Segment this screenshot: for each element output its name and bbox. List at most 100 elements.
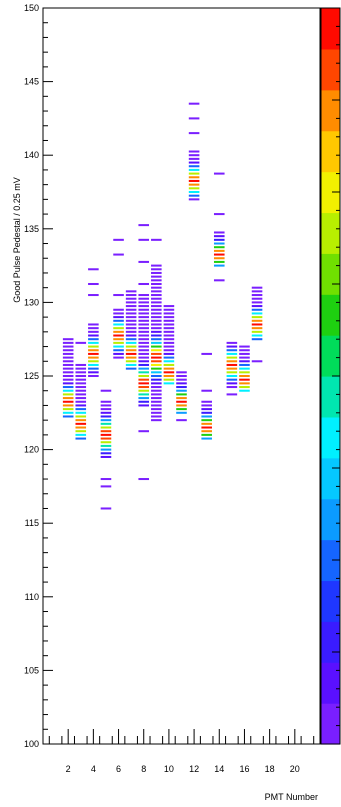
y-tick-label: 145 [24, 77, 39, 87]
heatmap-bin [163, 349, 175, 352]
heatmap-bin [151, 378, 162, 381]
heatmap-bin [188, 179, 200, 182]
heatmap-bin [163, 363, 175, 366]
heatmap-bin [188, 172, 200, 175]
heatmap-bin [100, 433, 112, 436]
heatmap-bin [239, 374, 250, 378]
heatmap-bin [138, 238, 150, 241]
heatmap-bin [151, 323, 162, 326]
heatmap-bin [62, 356, 74, 359]
heatmap-bin [176, 411, 187, 414]
heatmap-bin [75, 400, 87, 403]
heatmap-bin [213, 235, 225, 238]
heatmap-bin [239, 382, 250, 385]
heatmap-bin [75, 367, 87, 370]
heatmap-bin [62, 374, 74, 378]
heatmap-bin [239, 352, 250, 355]
heatmap-bin [62, 397, 74, 400]
colorbar-segment [321, 457, 340, 500]
heatmap-bin [75, 371, 87, 374]
heatmap-bin [62, 408, 74, 411]
heatmap-bin [188, 168, 200, 171]
y-tick-label: 150 [24, 3, 39, 13]
heatmap-bin [226, 382, 238, 385]
heatmap-bin [113, 330, 124, 333]
heatmap-bin [138, 260, 150, 263]
heatmap-bin [138, 356, 150, 359]
heatmap-bin [100, 478, 112, 481]
x-tick-label: 12 [189, 764, 199, 774]
heatmap-bin [113, 349, 124, 352]
heatmap-bin [201, 430, 212, 433]
heatmap-bin [239, 386, 250, 389]
heatmap-bin [213, 264, 225, 267]
heatmap-bin [88, 371, 99, 374]
heatmap-bin [151, 345, 162, 348]
heatmap-bin [201, 404, 212, 407]
heatmap-bin [75, 411, 87, 414]
heatmap-bin [151, 411, 162, 414]
heatmap-bin [113, 352, 124, 355]
y-tick-label: 115 [25, 518, 39, 528]
heatmap-bin [75, 433, 87, 436]
heatmap-bin [176, 404, 187, 407]
heatmap-bin [113, 327, 124, 330]
heatmap-bin [151, 386, 162, 389]
heatmap-bin [113, 238, 124, 241]
heatmap-bin [62, 349, 74, 352]
heatmap-bin [239, 363, 250, 366]
heatmap-bin [163, 378, 175, 381]
heatmap-bin [88, 374, 99, 378]
color-scale-bar [320, 7, 341, 745]
heatmap-bin [138, 327, 150, 330]
heatmap-bin [100, 419, 112, 422]
heatmap-bin [138, 371, 150, 374]
heatmap-bin [138, 478, 150, 481]
heatmap-bin [138, 386, 150, 389]
heatmap-bin [138, 301, 150, 304]
heatmap-bin [138, 345, 150, 348]
heatmap-bin [176, 374, 187, 378]
heatmap-bin [100, 444, 112, 447]
heatmap-bin [88, 323, 99, 326]
x-tick-label: 8 [141, 764, 146, 774]
y-tick-labels: 100 105 110 115 120 125 130 135 140 145 150 [24, 3, 39, 749]
heatmap-bin [251, 316, 263, 319]
heatmap-bin [125, 301, 137, 304]
heatmap-bin [138, 382, 150, 385]
heatmap-bin [188, 183, 200, 186]
heatmap-bin [163, 305, 175, 308]
heatmap-bin [251, 323, 263, 326]
heatmap-bin [239, 345, 250, 348]
heatmap-bin [201, 433, 212, 436]
heatmap-bin [138, 305, 150, 308]
heatmap-bin [88, 268, 99, 271]
colorbar-segment [321, 580, 340, 622]
heatmap-bin [163, 338, 175, 341]
heatmap-bin [251, 327, 263, 330]
heatmap-bin [201, 400, 212, 403]
heatmap-bin [100, 415, 112, 418]
heatmap-bin [151, 290, 162, 293]
y-tick-label: 105 [24, 665, 39, 675]
heatmap-bin [62, 367, 74, 370]
heatmap-bin [100, 426, 112, 429]
heatmap-bin [251, 360, 263, 363]
heatmap-bin [176, 400, 187, 403]
heatmap-bin [100, 452, 112, 455]
colorbar-segment [321, 89, 340, 132]
heatmap-bin [239, 378, 250, 381]
heatmap-bin [239, 389, 250, 392]
heatmap-bin [62, 341, 74, 344]
heatmap-bin [88, 327, 99, 330]
heatmap-bin [251, 301, 263, 304]
heatmap-bin [151, 308, 162, 311]
heatmap-bin [125, 338, 137, 341]
heatmap-bin [151, 327, 162, 330]
heatmap-bin [151, 286, 162, 289]
heatmap-bins [62, 102, 263, 510]
heatmap-bin [213, 231, 225, 234]
heatmap-bin [62, 386, 74, 389]
heatmap-bin [226, 386, 238, 389]
